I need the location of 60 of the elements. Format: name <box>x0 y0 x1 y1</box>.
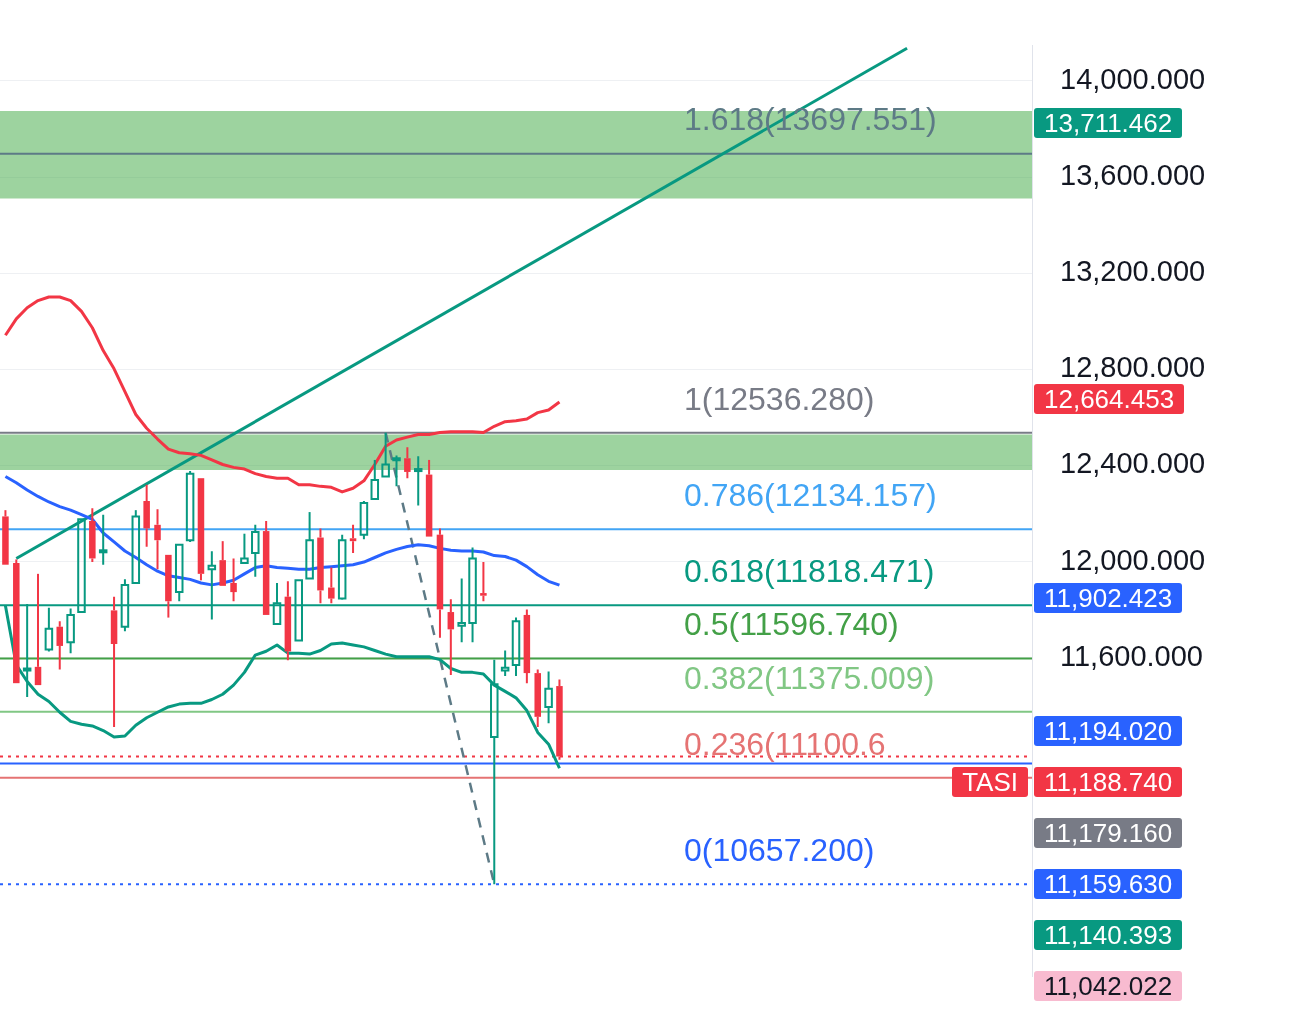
candlestick <box>284 580 292 662</box>
text: 11,902.423 <box>1034 583 1183 613</box>
text: 13,711.462 <box>1034 108 1183 138</box>
candlestick <box>66 607 75 655</box>
ref-line-label: 0(10657.200) <box>684 832 875 869</box>
text: 11,194.020 <box>1034 716 1183 746</box>
y-tick-label: 12,000.000 <box>1060 543 1206 576</box>
annotation: TASI <box>952 767 1028 797</box>
text: 11,042.022 <box>1034 971 1183 1001</box>
text: 11,159.630 <box>1034 869 1183 899</box>
candlestick <box>392 454 401 488</box>
candlestick <box>240 532 249 565</box>
candlestick <box>44 606 54 653</box>
candlestick <box>56 620 64 671</box>
text: 11,179.160 <box>1034 818 1183 848</box>
candlestick <box>500 649 510 677</box>
ref-line-label: 0.786(12134.157) <box>684 477 937 514</box>
candlestick <box>230 557 237 603</box>
candlestick <box>425 458 433 537</box>
candlestick <box>544 670 553 725</box>
candlestick <box>89 507 96 564</box>
candlestick <box>370 458 380 501</box>
candlestick <box>34 572 42 686</box>
ref-line-label: 0.382(11375.009) <box>684 659 935 696</box>
candlestick <box>328 566 335 605</box>
candlestick <box>13 558 20 684</box>
candlestick <box>251 523 260 578</box>
candlestick <box>219 540 226 586</box>
candlestick <box>262 519 270 615</box>
candlestick <box>349 523 357 554</box>
candlestick <box>98 513 108 566</box>
candlestick <box>480 561 487 603</box>
ref-line-label: 0.5(11596.740) <box>684 606 899 643</box>
text: 12,664.453 <box>1034 384 1185 414</box>
candlestick <box>447 598 455 677</box>
candlestick <box>165 554 172 619</box>
candlestick <box>305 511 314 580</box>
candlestick <box>381 431 390 478</box>
y-tick-label: 12,800.000 <box>1060 351 1206 384</box>
ref-line-label: 1(12536.280) <box>684 380 875 417</box>
candlestick <box>154 508 161 571</box>
y-tick-label: 12,400.000 <box>1060 447 1206 480</box>
ref-line-label: 0.618(11818.471) <box>684 553 935 590</box>
candlestick <box>413 455 423 507</box>
candlestick <box>436 527 444 639</box>
candlestick <box>523 608 531 685</box>
candlestick <box>143 483 150 548</box>
y-tick-label: 11,600.000 <box>1060 639 1203 672</box>
candlestick <box>317 527 324 605</box>
candlestick <box>534 668 541 728</box>
candlestick <box>2 509 9 565</box>
y-tick-label: 14,000.000 <box>1060 62 1206 95</box>
y-tick-label: 13,600.000 <box>1060 159 1206 192</box>
candlestick <box>197 478 205 582</box>
text: 11,140.393 <box>1034 920 1183 950</box>
ref-line-label: 0.236(11100.6 <box>684 725 886 762</box>
candlestick <box>110 595 118 728</box>
text: 11,188.740 <box>1034 767 1183 797</box>
candlestick <box>404 446 411 480</box>
y-tick-label: 13,200.000 <box>1060 255 1206 288</box>
